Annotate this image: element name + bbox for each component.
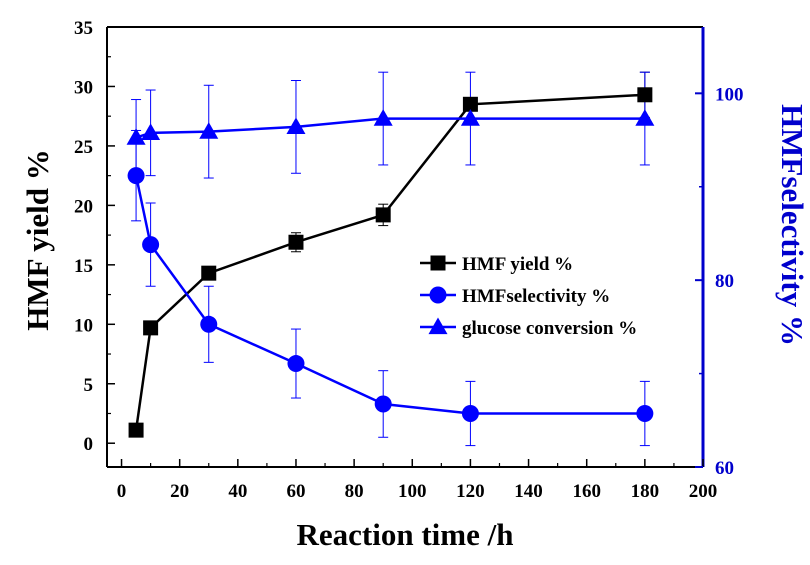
y-left-tick-label: 25 (74, 137, 93, 158)
x-tick-label: 200 (689, 481, 718, 502)
y-left-tick-label: 15 (74, 256, 93, 277)
data-point-circle (200, 315, 218, 333)
data-point-triangle (141, 123, 161, 140)
y-left-tick-label: 20 (74, 196, 93, 217)
x-tick-label: 140 (514, 481, 543, 502)
data-point-circle (287, 355, 305, 373)
x-tick-label: 100 (398, 481, 427, 502)
legend-marker-circle (429, 286, 447, 304)
y-left-tick-label: 5 (84, 375, 94, 396)
data-point-circle (142, 236, 160, 254)
data-point-triangle (635, 109, 655, 126)
legend-marker-triangle (428, 317, 448, 335)
data-point-square (462, 96, 478, 112)
x-tick-label: 80 (345, 481, 364, 502)
y-right-tick-label: 80 (715, 271, 734, 292)
x-tick-label: 180 (631, 481, 660, 502)
legend-label: HMFselectivity % (462, 286, 610, 307)
data-point-triangle (373, 109, 393, 126)
x-tick-label: 120 (456, 481, 485, 502)
x-tick-label: 60 (286, 481, 305, 502)
y-axis-left-title: HMF yield % (20, 149, 55, 330)
data-point-circle (374, 395, 392, 413)
axes: 0 20 40 60 80 100 120 140 160 180 200 0 5 10 15 20 25 30 3… (74, 18, 744, 502)
x-tick-label: 20 (170, 481, 189, 502)
y-left-tick-label: 10 (74, 315, 93, 336)
data-point-triangle (199, 122, 219, 139)
data-point-square (375, 207, 391, 223)
series-markers (126, 87, 655, 438)
data-point-square (637, 87, 653, 103)
data-point-circle (461, 404, 479, 422)
axis-titles: Reaction time /h HMF yield % HMFselectiv… (20, 104, 810, 552)
data-point-triangle (286, 117, 306, 135)
data-point-square (288, 234, 304, 250)
data-point-square (128, 422, 144, 438)
x-tick-label: 0 (117, 481, 127, 502)
x-tick-label: 160 (572, 481, 601, 502)
legend-label: HMF yield % (462, 254, 573, 275)
data-point-triangle (126, 128, 146, 145)
x-tick-label: 40 (228, 481, 247, 502)
y-left-tick-label: 30 (74, 77, 93, 98)
legend-marker-square (430, 255, 446, 271)
data-point-circle (636, 404, 654, 422)
data-point-square (201, 265, 217, 281)
legend: HMF yield % HMFselectivity % glucose conve… (420, 254, 637, 339)
y-left-tick-label: 35 (74, 18, 93, 39)
data-point-triangle (460, 109, 480, 126)
x-axis-title: Reaction time /h (297, 517, 514, 552)
y-left-tick-label: 0 (84, 434, 94, 455)
data-point-circle (127, 167, 145, 185)
y-right-tick-label: 100 (715, 84, 744, 105)
y-axis-right-title: HMFselectivity % (775, 104, 810, 346)
legend-label: glucose conversion % (462, 318, 637, 339)
data-point-square (143, 320, 159, 336)
y-right-tick-label: 60 (715, 458, 734, 479)
